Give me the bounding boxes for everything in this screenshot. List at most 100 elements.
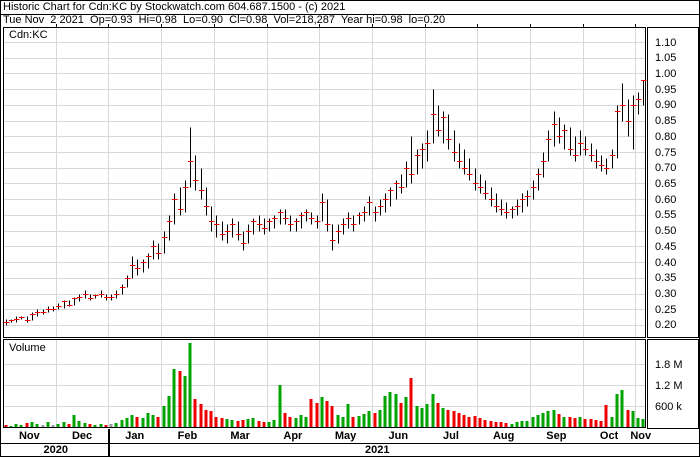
volume-bar (336, 415, 340, 427)
volume-bar (272, 420, 276, 427)
month-label: Nov (18, 430, 40, 442)
year-axis-row: 2020 2021 (1, 444, 699, 456)
volume-bar (320, 397, 324, 427)
price-axis-label: 0.80 (655, 130, 677, 143)
price-chart (3, 24, 647, 338)
volume-bar (504, 423, 508, 427)
volume-bar (151, 415, 155, 427)
volume-bar (378, 410, 382, 427)
volume-bar (467, 417, 471, 427)
volume-bar (452, 411, 456, 427)
price-axis-label: 0.95 (655, 83, 677, 96)
volume-bar (462, 415, 466, 427)
price-axis-label: 0.60 (655, 193, 677, 206)
volume-bar (41, 425, 45, 427)
volume-bar (30, 422, 34, 427)
volume-bar (77, 421, 81, 427)
price-axis-label: 1.00 (655, 67, 677, 80)
volume-bar (93, 425, 97, 427)
price-axis-label: 0.85 (655, 115, 677, 128)
volume-bar (251, 418, 255, 427)
volume-bar (88, 424, 92, 427)
volume-bar (246, 419, 250, 427)
volume-bar (304, 417, 308, 427)
volume-bar (599, 421, 603, 427)
month-label: Oct (599, 430, 619, 442)
title-bar: Historic Chart for Cdn:KC by Stockwatch.… (1, 1, 699, 15)
volume-bar (525, 421, 529, 427)
price-axis-label: 0.30 (655, 288, 677, 301)
volume-bar (562, 417, 566, 427)
volume-bar (156, 417, 160, 427)
volume-bar (294, 418, 298, 427)
volume-frame (3, 339, 646, 428)
volume-bar (641, 419, 645, 427)
volume-bar (56, 424, 60, 427)
volume-bar (267, 422, 271, 427)
volume-bar (325, 401, 329, 427)
quote-summary: Tue Nov 2 2021 Op=0.93 Hi=0.98 Lo=0.90 C… (3, 14, 446, 26)
volume-bar (510, 424, 514, 427)
volume-bar (141, 418, 145, 427)
volume-bar (489, 421, 493, 427)
chart-title: Historic Chart for Cdn:KC by Stockwatch.… (3, 1, 346, 13)
volume-bar (257, 421, 261, 427)
volume-bar (72, 415, 76, 427)
volume-bar (446, 410, 450, 427)
price-axis-label: 0.25 (655, 303, 677, 316)
volume-bar (594, 420, 598, 427)
price-axis-label: 0.65 (655, 177, 677, 190)
price-axis-label: 1.10 (655, 36, 677, 49)
volume-bar (351, 417, 355, 427)
symbol-label: Cdn:KC (9, 29, 48, 41)
volume-bar (315, 403, 319, 427)
price-axis-label: 0.70 (655, 162, 677, 175)
volume-bar (299, 415, 303, 427)
month-label: Feb (177, 430, 198, 442)
month-label: Jan (125, 430, 145, 442)
volume-bar (546, 411, 550, 427)
volume-bar (62, 422, 66, 427)
volume-bar (583, 419, 587, 427)
price-axis-label: 1.05 (655, 52, 677, 65)
volume-bar (188, 343, 192, 427)
price-frame (3, 27, 646, 338)
volume-axis-label: 600 k (655, 400, 682, 413)
volume-bar (330, 406, 334, 427)
month-label: May (334, 430, 357, 442)
volume-bar (109, 424, 113, 427)
volume-bar (46, 422, 50, 427)
volume-bar (35, 424, 39, 427)
volume-bar (536, 415, 540, 427)
volume-bar (441, 408, 445, 427)
volume-bar (4, 425, 8, 427)
month-label: Dec (71, 430, 93, 442)
volume-bar (204, 410, 208, 427)
price-axis-label: 0.40 (655, 256, 677, 269)
volume-bar (373, 413, 377, 427)
volume-bar (520, 421, 524, 427)
volume-bar (193, 399, 197, 427)
month-label: Nov (630, 430, 652, 442)
volume-bar (494, 422, 498, 427)
price-axis-label: 0.35 (655, 272, 677, 285)
volume-bar (362, 414, 366, 427)
volume-bar (589, 419, 593, 427)
month-label: Jul (443, 430, 459, 442)
volume-bar (499, 422, 503, 427)
volume-bar (172, 369, 176, 427)
volume-bar (220, 418, 224, 427)
volume-bar (388, 392, 392, 427)
volume-bar (83, 423, 87, 427)
volume-bar (199, 404, 203, 427)
volume-bar (125, 418, 129, 427)
price-axis-label: 0.45 (655, 240, 677, 253)
month-label: Aug (492, 430, 515, 442)
volume-bar (420, 408, 424, 427)
volume-bar (236, 421, 240, 427)
month-label: Apr (283, 430, 303, 442)
volume-bar (415, 406, 419, 427)
volume-bar (230, 420, 234, 427)
volume-bar (283, 413, 287, 427)
